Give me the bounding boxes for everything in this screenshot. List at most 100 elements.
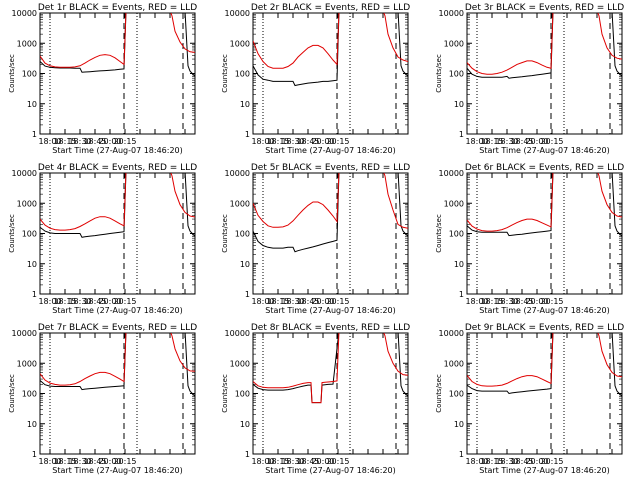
series-line-red: [40, 13, 195, 68]
y-axis-label: Counts/sec: [435, 214, 443, 253]
x-tick-label: 20:15: [113, 137, 136, 146]
x-axis-label: Start Time (27-Aug-07 18:46:20): [265, 466, 396, 475]
series-line-red: [253, 333, 408, 404]
y-tick-label: 100: [22, 70, 37, 79]
series-line-black: [40, 333, 195, 397]
x-tick-label: 20:15: [540, 457, 563, 466]
x-axis-label: Start Time (27-Aug-07 18:46:20): [265, 146, 396, 155]
x-tick-label: 18:15: [480, 457, 503, 466]
y-tick-label: 100: [235, 230, 250, 239]
x-tick-label: 18:00: [465, 457, 488, 466]
y-tick-label: 1: [245, 130, 250, 139]
panel-4: Det 4r BLACK = Events, RED = LLD 1 10 100 10…: [8, 163, 197, 315]
x-tick-label: 20:00: [98, 137, 121, 146]
y-tick-label: 1000: [17, 359, 37, 368]
panel-title: Det 4r BLACK = Events, RED = LLD: [38, 163, 197, 173]
x-axis-label: Start Time (27-Aug-07 18:46:20): [479, 466, 610, 475]
x-tick-label: 18:00: [251, 297, 274, 306]
y-tick-label: 1: [459, 450, 464, 459]
x-tick-label: 18:45: [510, 137, 533, 146]
panel-8: Det 8r BLACK = Events, RED = LLD 1 10 100 10…: [221, 323, 410, 475]
y-tick-label: 10: [27, 260, 37, 269]
x-tick-label: 18:30: [495, 457, 518, 466]
panel-title: Det 2r BLACK = Events, RED = LLD: [251, 3, 410, 13]
series-line-black: [467, 13, 622, 79]
y-axis-label: Counts/sec: [221, 374, 229, 413]
x-tick-label: 18:15: [53, 297, 76, 306]
x-axis-label: Start Time (27-Aug-07 18:46:20): [479, 146, 610, 155]
series-line-red: [253, 13, 408, 69]
x-tick-label: 18:15: [53, 457, 76, 466]
x-tick-label: 20:00: [98, 297, 121, 306]
y-axis-label: Counts/sec: [221, 214, 229, 253]
y-tick-label: 1000: [444, 359, 464, 368]
x-tick-label: 20:00: [525, 137, 548, 146]
x-axis-label: Start Time (27-Aug-07 18:46:20): [479, 306, 610, 315]
x-tick-label: 18:30: [281, 137, 304, 146]
x-tick-label: 18:15: [266, 457, 289, 466]
y-tick-label: 10000: [12, 9, 37, 18]
y-tick-label: 10000: [225, 329, 250, 338]
panel-5: Det 5r BLACK = Events, RED = LLD 1 10 100 10…: [221, 163, 410, 315]
y-tick-label: 1000: [230, 199, 250, 208]
y-tick-label: 100: [235, 390, 250, 399]
x-tick-label: 20:15: [113, 457, 136, 466]
x-tick-label: 18:00: [251, 457, 274, 466]
x-tick-label: 18:30: [281, 297, 304, 306]
series-line-red: [467, 13, 622, 75]
panel-6: Det 6r BLACK = Events, RED = LLD 1 10 100 10…: [435, 163, 624, 315]
x-tick-label: 20:15: [540, 137, 563, 146]
y-tick-label: 100: [449, 390, 464, 399]
x-tick-label: 18:30: [281, 457, 304, 466]
y-tick-label: 1: [245, 290, 250, 299]
y-tick-label: 10: [454, 260, 464, 269]
panel-title: Det 6r BLACK = Events, RED = LLD: [465, 163, 624, 173]
y-tick-label: 10: [240, 260, 250, 269]
x-axis-label: Start Time (27-Aug-07 18:46:20): [52, 466, 183, 475]
x-tick-label: 20:00: [98, 457, 121, 466]
y-tick-label: 1: [32, 450, 37, 459]
panel-3: Det 3r BLACK = Events, RED = LLD 1 10 100 10…: [435, 3, 624, 155]
y-tick-label: 1000: [230, 39, 250, 48]
x-axis-label: Start Time (27-Aug-07 18:46:20): [265, 306, 396, 315]
x-tick-label: 20:00: [525, 297, 548, 306]
y-tick-label: 10: [27, 100, 37, 109]
y-tick-label: 100: [235, 70, 250, 79]
y-axis-label: Counts/sec: [435, 374, 443, 413]
x-tick-label: 18:00: [251, 137, 274, 146]
plot-frame: [39, 12, 196, 135]
y-axis-label: Counts/sec: [221, 54, 229, 93]
panel-title: Det 8r BLACK = Events, RED = LLD: [251, 323, 410, 333]
y-tick-label: 100: [449, 230, 464, 239]
series-line-black: [40, 13, 195, 77]
y-tick-label: 10000: [12, 169, 37, 178]
y-axis-label: Counts/sec: [8, 54, 16, 93]
y-axis-label: Counts/sec: [8, 374, 16, 413]
x-tick-label: 18:45: [510, 297, 533, 306]
plot-frame: [252, 332, 409, 455]
y-tick-label: 1: [459, 130, 464, 139]
y-tick-label: 10: [240, 100, 250, 109]
x-tick-label: 20:15: [326, 137, 349, 146]
y-tick-label: 1: [32, 130, 37, 139]
x-axis-label: Start Time (27-Aug-07 18:46:20): [52, 146, 183, 155]
x-tick-label: 18:30: [68, 457, 91, 466]
y-tick-label: 1000: [17, 39, 37, 48]
y-tick-label: 10000: [439, 169, 464, 178]
panel-title: Det 5r BLACK = Events, RED = LLD: [251, 163, 410, 173]
x-tick-label: 18:00: [465, 137, 488, 146]
x-tick-label: 18:00: [38, 457, 61, 466]
x-tick-label: 18:15: [53, 137, 76, 146]
panel-title: Det 3r BLACK = Events, RED = LLD: [465, 3, 624, 13]
plot-frame: [252, 12, 409, 135]
plot-frame: [466, 172, 623, 295]
y-tick-label: 1000: [230, 359, 250, 368]
x-tick-label: 18:15: [480, 297, 503, 306]
series-line-black: [253, 13, 408, 87]
panel-2: Det 2r BLACK = Events, RED = LLD 1 10 100 10…: [221, 3, 410, 155]
plot-frame: [252, 172, 409, 295]
series-line-black: [253, 333, 408, 404]
x-tick-label: 18:45: [83, 297, 106, 306]
series-line-black: [467, 333, 622, 397]
panel-1: Det 1r BLACK = Events, RED = LLD 1 10 100 10…: [8, 3, 197, 155]
